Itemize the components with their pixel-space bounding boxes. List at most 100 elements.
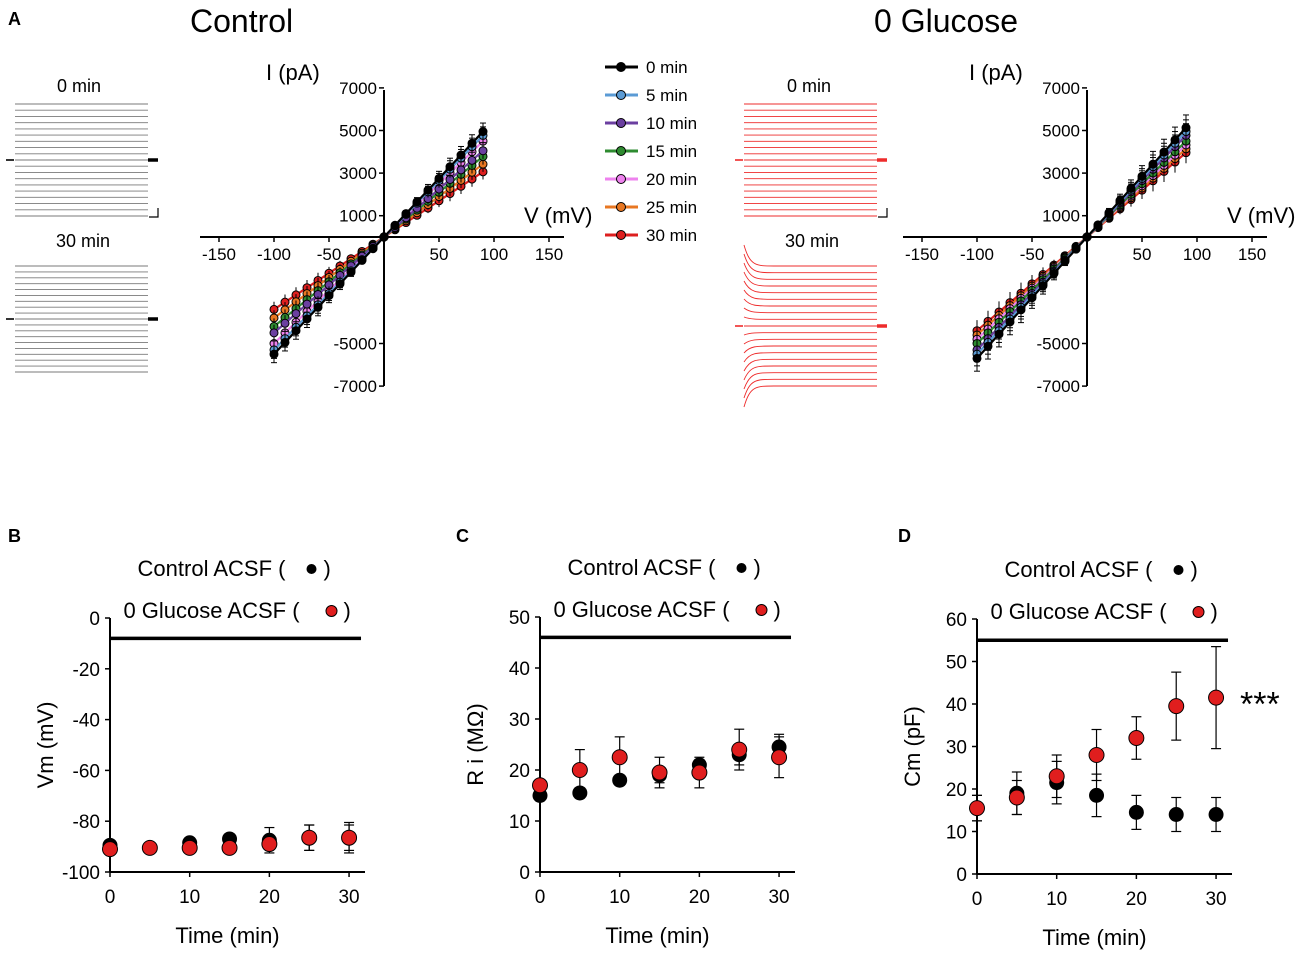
y-tick-label: 0 [89, 609, 100, 630]
current-trace [743, 352, 877, 363]
control-point [572, 785, 588, 801]
iv-point [434, 173, 444, 183]
y-tick-label: -60 [73, 761, 100, 782]
control-title: Control [190, 3, 293, 39]
x-axis-label: Time (min) [605, 923, 709, 948]
legend-control-text: Control ACSF ( [138, 556, 287, 581]
iv-point [346, 267, 356, 277]
legend-glucose-text: 0 Glucose ACSF ( [553, 597, 730, 622]
iv-point [1027, 293, 1037, 303]
control-point [1128, 804, 1144, 820]
x-tick-label: 50 [1133, 245, 1152, 264]
legend-glucose-text: 0 Glucose ACSF ( [990, 599, 1167, 624]
glucose-point [261, 836, 278, 853]
iv-point [291, 309, 301, 319]
current-trace [743, 244, 877, 267]
y-tick-label: 3000 [339, 164, 377, 183]
iv-point [1181, 123, 1191, 133]
y-tick-label: -20 [73, 660, 100, 681]
glucose-point [1088, 747, 1105, 763]
legend-label: 30 min [646, 226, 697, 245]
y-tick-label: 3000 [1042, 164, 1080, 183]
iv-chart-glucose: -150 -100 -50 50 100 150 -7000 -5000 1000 3000 500… [903, 60, 1295, 396]
x-tick-label: 10 [1046, 889, 1067, 910]
glucose-point [1048, 768, 1065, 785]
y-tick-label: -7000 [1037, 377, 1080, 396]
legend-control-close: ) [754, 555, 761, 580]
x-tick-label: 20 [259, 887, 280, 908]
x-axis-label: Time (min) [1042, 925, 1146, 950]
iv-point [1049, 268, 1059, 278]
y-tick-label: -100 [62, 863, 100, 884]
iv-point [456, 150, 466, 160]
panel-label-a: A [8, 9, 21, 29]
legend-label: 10 min [646, 114, 697, 133]
iv-point [467, 138, 477, 148]
glucose-traces-0min [735, 103, 887, 217]
control-trace-label-0: 0 min [57, 76, 101, 96]
legend-marker [616, 174, 626, 184]
x-tick-label: 20 [1126, 889, 1147, 910]
y-tick-label: 50 [509, 608, 530, 629]
iv-chart-control: -150 -100 -50 50 100 150 -7000 -5000 1000 3000 500… [200, 60, 592, 396]
glucose-trace-label-30: 30 min [785, 231, 839, 251]
x-tick-label: 50 [430, 245, 449, 264]
legend-glucose-text: 0 Glucose ACSF ( [123, 598, 300, 623]
current-trace [743, 338, 877, 345]
glucose-point [611, 749, 628, 766]
iv-point [1016, 305, 1026, 315]
panel-label-b: B [8, 526, 21, 546]
iv-point [280, 337, 290, 347]
glucose-point [181, 839, 198, 856]
glucose-point [691, 764, 708, 781]
current-trace [743, 271, 877, 287]
legend-control-close: ) [1191, 557, 1198, 582]
legend-label: 0 min [646, 58, 688, 77]
glucose-point [1128, 730, 1145, 746]
legend-control-marker [736, 563, 747, 573]
iv-point [1071, 244, 1081, 254]
iv-point [1137, 171, 1147, 181]
y-axis-label: I (pA) [969, 60, 1023, 85]
x-axis-label: Time (min) [175, 923, 279, 948]
y-tick-label: 0 [519, 863, 530, 884]
glucose-point [301, 829, 318, 846]
glucose-point [771, 749, 788, 766]
control-point [1089, 787, 1105, 803]
x-tick-label: 0 [972, 889, 983, 910]
iv-point [1093, 220, 1103, 230]
legend-glucose-close: ) [1211, 599, 1218, 624]
legend-marker [616, 202, 626, 212]
vm-chart: 0 10 20 30 -100 -80 -60 -40 -20 0 Time (min) Vm (mV… [33, 556, 365, 948]
legend-control-text: Control ACSF ( [1005, 557, 1154, 582]
iv-point [1082, 232, 1092, 242]
x-axis-label: V (mV) [524, 203, 592, 228]
y-tick-label: 20 [946, 780, 967, 801]
ri-chart: 0 10 20 30 0 10 20 30 40 50 Time (min) R i (MΩ) Cont… [463, 555, 795, 948]
y-tick-label: -40 [73, 711, 100, 732]
glucose-point [731, 741, 748, 758]
x-tick-label: -50 [317, 245, 342, 264]
control-traces-30min [6, 265, 158, 373]
glucose-traces-30min [735, 244, 887, 408]
x-tick-label: 20 [689, 887, 710, 908]
legend-marker [616, 230, 626, 240]
control-traces-0min [6, 103, 158, 217]
control-point [1168, 807, 1184, 822]
x-tick-label: 0 [535, 887, 546, 908]
x-tick-label: 100 [480, 245, 508, 264]
y-tick-label: 1000 [339, 207, 377, 226]
legend-marker [616, 62, 626, 72]
y-tick-label: 0 [956, 865, 967, 886]
legend-label: 25 min [646, 198, 697, 217]
current-trace [743, 316, 877, 320]
current-trace [743, 289, 877, 300]
cm-chart: 0 10 20 30 0 10 20 30 40 50 60 Time (min) Cm (pF) Con… [900, 557, 1280, 950]
legend-marker [616, 90, 626, 100]
iv-point [1038, 281, 1048, 291]
y-axis-label: Vm (mV) [33, 702, 58, 789]
glucose-point [532, 777, 548, 794]
glucose-trace-label-0: 0 min [787, 76, 831, 96]
glucose-point [1208, 689, 1225, 706]
